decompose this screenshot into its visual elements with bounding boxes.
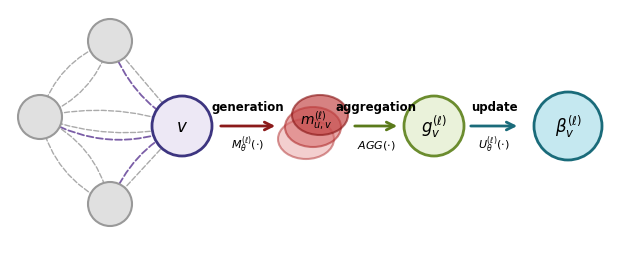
- Text: $M_\theta^{(\ell)}(\cdot)$: $M_\theta^{(\ell)}(\cdot)$: [232, 134, 264, 155]
- Ellipse shape: [285, 108, 341, 147]
- Text: $m_{u,v}^{(\ell)}$: $m_{u,v}^{(\ell)}$: [300, 109, 332, 132]
- Text: update: update: [470, 100, 517, 113]
- Text: $v$: $v$: [176, 118, 188, 135]
- Text: $\beta_v^{(\ell)}$: $\beta_v^{(\ell)}$: [555, 114, 581, 139]
- Circle shape: [404, 97, 464, 156]
- Text: aggregation: aggregation: [335, 100, 417, 113]
- Circle shape: [534, 93, 602, 160]
- Circle shape: [18, 96, 62, 139]
- Text: $AGG(\cdot)$: $AGG(\cdot)$: [356, 138, 396, 151]
- Circle shape: [88, 20, 132, 64]
- Circle shape: [88, 182, 132, 226]
- Text: $g_v^{(\ell)}$: $g_v^{(\ell)}$: [421, 114, 447, 139]
- Circle shape: [152, 97, 212, 156]
- Text: generation: generation: [212, 100, 284, 113]
- Text: $U_\theta^{(\ell)}(\cdot)$: $U_\theta^{(\ell)}(\cdot)$: [478, 134, 510, 155]
- Ellipse shape: [292, 96, 348, 135]
- Ellipse shape: [278, 120, 334, 159]
